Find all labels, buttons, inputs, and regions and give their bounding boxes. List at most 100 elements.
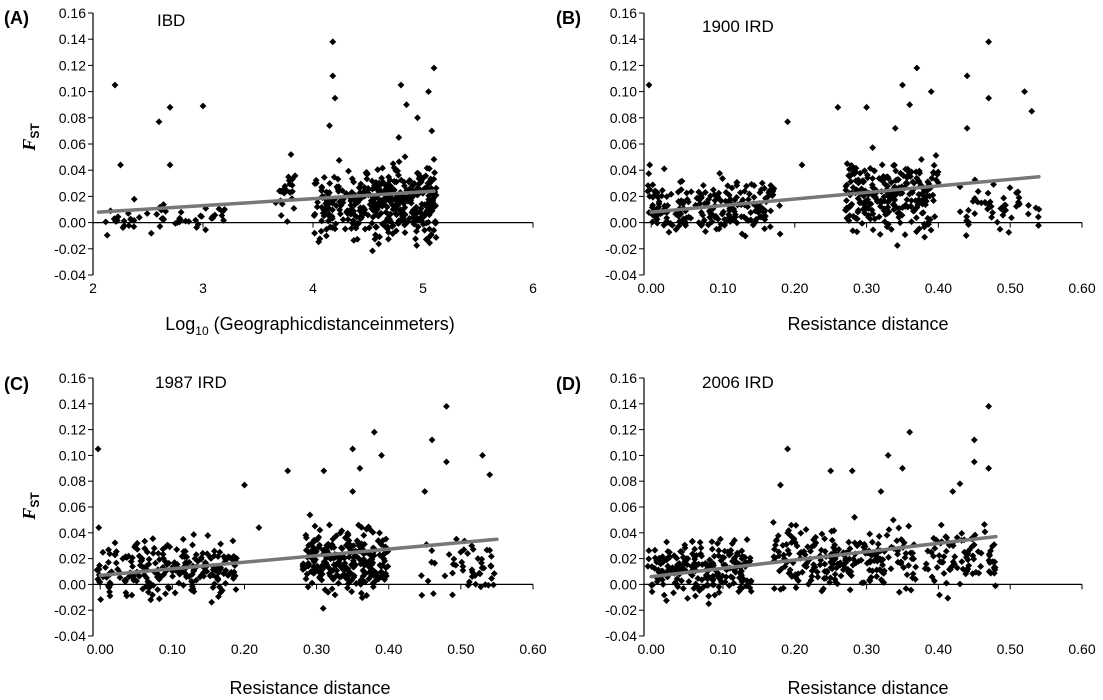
data-point — [372, 203, 379, 211]
y-tick-label: 0.14 — [610, 396, 637, 412]
data-point — [139, 563, 146, 571]
data-point — [842, 555, 850, 562]
data-point — [155, 575, 163, 583]
data-point — [487, 552, 495, 560]
data-point — [371, 235, 379, 243]
data-point — [699, 211, 707, 219]
data-point — [1002, 201, 1009, 209]
data-point — [910, 207, 917, 215]
data-point — [849, 212, 857, 220]
data-point — [908, 197, 915, 204]
x-tick-label: 0.10 — [159, 641, 186, 657]
data-point — [119, 555, 127, 563]
data-point — [304, 583, 312, 591]
data-point — [659, 581, 667, 588]
data-point — [787, 521, 795, 529]
data-point — [895, 588, 903, 596]
x-tick-label: 0.00 — [87, 641, 114, 657]
data-point — [364, 211, 372, 219]
data-point — [645, 547, 653, 554]
data-point — [481, 581, 489, 589]
data-point — [655, 198, 663, 206]
data-point — [368, 219, 376, 227]
data-point — [985, 464, 993, 472]
data-point — [852, 559, 860, 567]
y-tick-label: 0.06 — [59, 136, 86, 152]
data-point — [884, 452, 892, 459]
data-point — [328, 541, 336, 548]
data-point — [868, 181, 876, 189]
data-point — [176, 216, 183, 223]
y-tick-label: 0.02 — [59, 551, 86, 567]
data-point — [460, 546, 468, 554]
y-tick-label: 0.16 — [610, 370, 637, 386]
data-point — [210, 547, 218, 555]
data-point — [474, 555, 482, 562]
data-point — [906, 101, 914, 109]
data-point — [228, 556, 236, 563]
data-point — [888, 194, 896, 202]
data-point — [937, 558, 945, 566]
data-point — [924, 219, 932, 227]
data-point — [854, 176, 862, 184]
data-point — [828, 536, 836, 544]
data-point — [401, 153, 409, 161]
data-point — [1035, 205, 1043, 213]
data-point — [353, 235, 361, 243]
data-point — [207, 571, 215, 578]
data-point — [347, 210, 355, 218]
data-point — [350, 573, 358, 581]
data-point — [767, 207, 775, 215]
data-point — [358, 540, 365, 548]
data-point — [866, 566, 873, 574]
data-point — [993, 218, 1001, 226]
data-point — [866, 530, 874, 538]
data-point — [326, 521, 333, 529]
data-point — [370, 552, 378, 559]
data-point — [149, 582, 157, 589]
x-tick-label: 0.10 — [709, 641, 736, 657]
data-point — [933, 564, 941, 571]
data-point — [361, 561, 368, 569]
data-point — [714, 540, 721, 547]
data-point — [430, 204, 438, 211]
data-point — [377, 568, 385, 576]
data-point — [699, 584, 707, 591]
data-point — [154, 549, 162, 557]
data-point — [277, 212, 285, 219]
data-point — [394, 167, 402, 175]
data-point — [348, 225, 355, 232]
data-point — [701, 560, 709, 568]
data-point — [720, 208, 727, 216]
data-point — [421, 226, 429, 234]
data-point — [903, 571, 911, 579]
data-point — [374, 537, 382, 544]
data-point — [878, 161, 886, 169]
data-point — [683, 189, 691, 197]
data-point — [738, 578, 746, 586]
data-point — [928, 573, 936, 581]
data-point — [779, 584, 787, 592]
data-point — [816, 561, 824, 569]
data-point — [737, 189, 744, 197]
data-point — [193, 224, 201, 231]
data-point — [770, 585, 778, 592]
x-axis-label: Log10 (Geographicdistanceinmeters) — [165, 314, 455, 338]
data-point — [111, 539, 119, 547]
data-point — [389, 222, 397, 230]
data-point — [320, 173, 328, 181]
data-point — [793, 542, 801, 550]
data-point — [711, 591, 719, 599]
data-point — [855, 206, 862, 214]
data-point — [730, 216, 738, 223]
data-point — [400, 178, 408, 186]
data-point — [105, 558, 112, 566]
data-point — [103, 573, 111, 581]
y-tick-label: -0.04 — [605, 267, 637, 283]
data-point — [726, 207, 733, 214]
data-point — [880, 579, 888, 586]
data-point — [453, 535, 460, 543]
data-point — [646, 192, 654, 200]
data-point — [644, 182, 652, 189]
data-point — [999, 211, 1007, 219]
